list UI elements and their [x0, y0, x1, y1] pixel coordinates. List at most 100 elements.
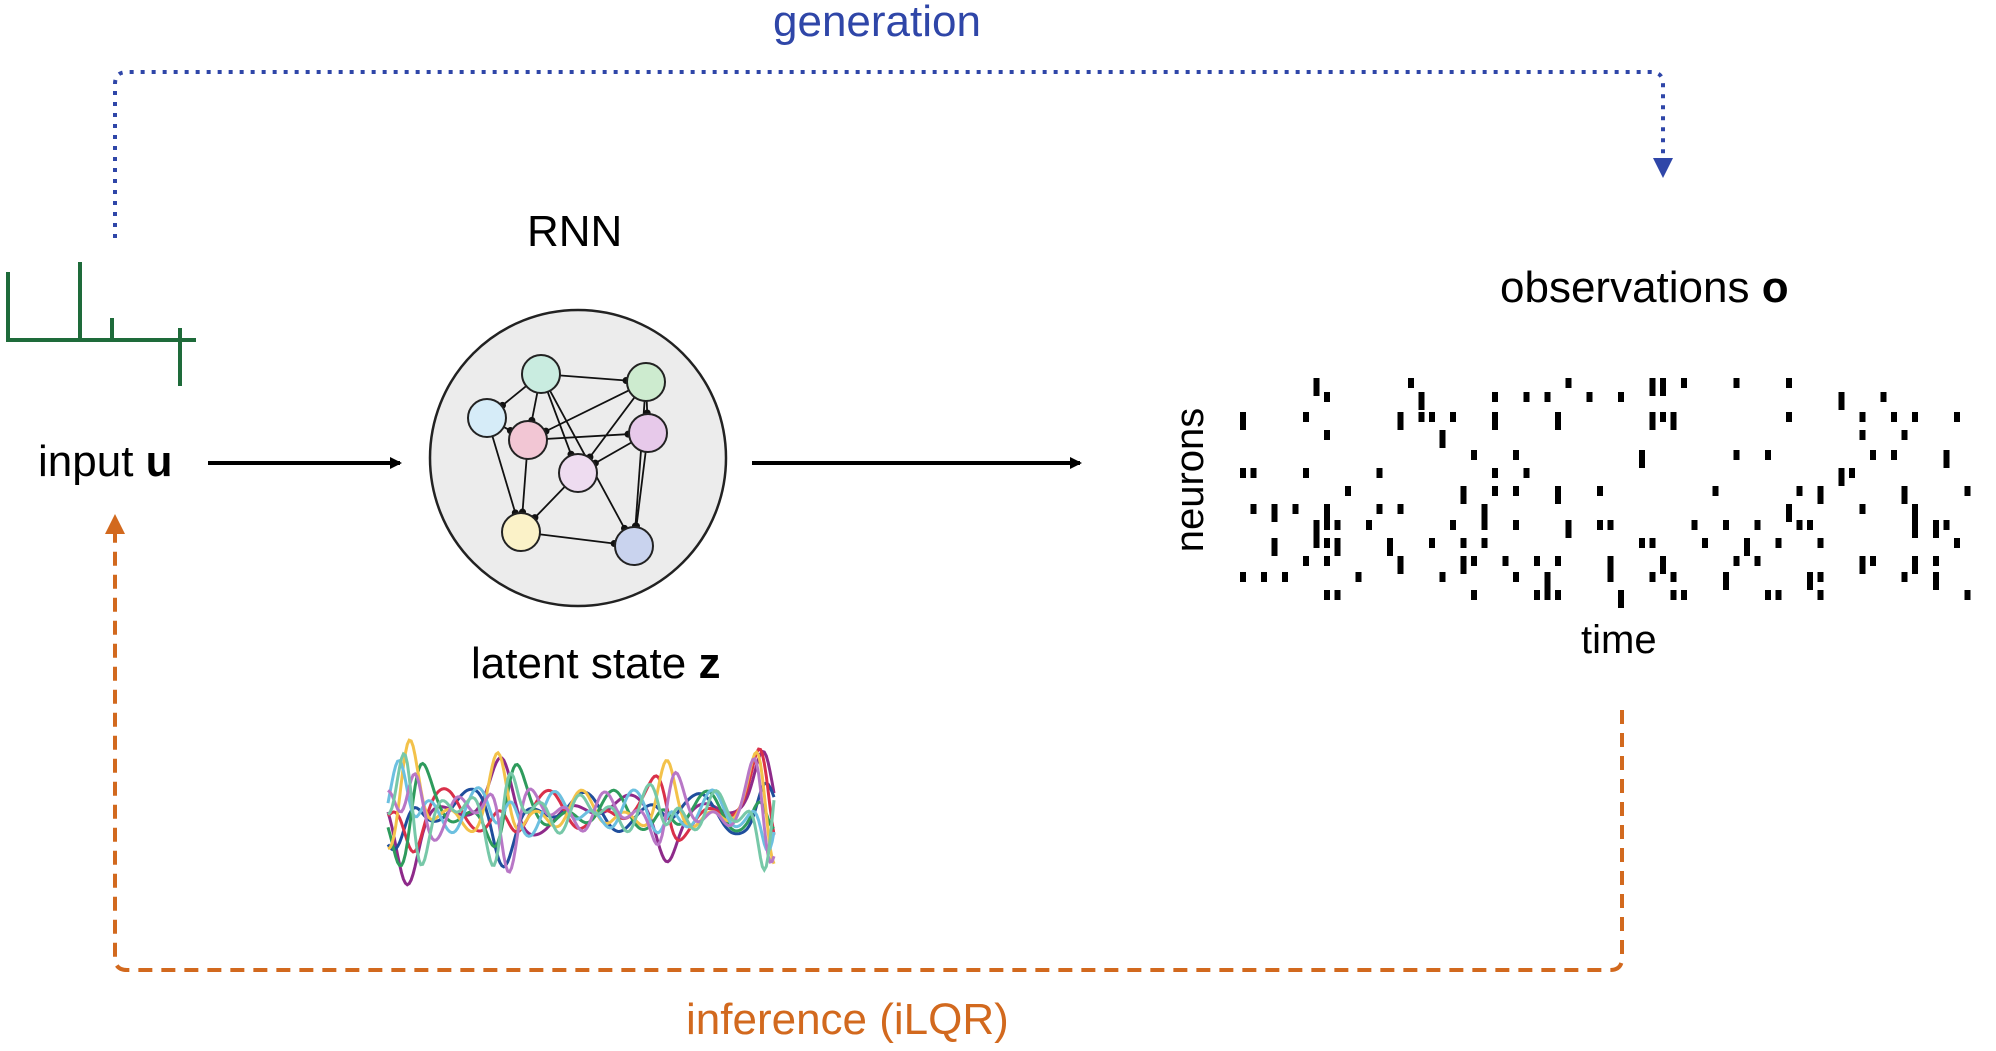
spike [1408, 378, 1414, 388]
spike [1775, 590, 1782, 600]
spike [1250, 468, 1257, 478]
spike [1891, 412, 1897, 422]
spike [1240, 572, 1246, 582]
spike [1838, 468, 1845, 486]
spike [1786, 378, 1792, 388]
rnn-node-teal-top [521, 354, 561, 394]
spike [1817, 572, 1824, 582]
spike [1618, 392, 1624, 402]
latent-trace [387, 756, 776, 874]
spike [1240, 412, 1246, 430]
spike [1366, 520, 1372, 530]
rnn-node-lilac-center [558, 453, 598, 493]
spike [1471, 450, 1477, 460]
latent-trace [386, 751, 776, 874]
spike [1513, 486, 1519, 496]
spike [1429, 412, 1435, 422]
spike [1544, 572, 1551, 590]
spike [1460, 486, 1467, 504]
spike [1523, 468, 1530, 478]
spike [1618, 590, 1624, 608]
spike [1450, 520, 1456, 530]
spike [1723, 520, 1729, 530]
spike [1691, 520, 1698, 530]
spike [1912, 504, 1918, 522]
spike [1429, 538, 1435, 548]
spike [1397, 504, 1404, 514]
spike [1303, 556, 1309, 566]
spike [1303, 412, 1309, 422]
spike [1754, 556, 1761, 566]
spike [1292, 504, 1299, 514]
spike [1786, 412, 1792, 422]
spike [1324, 556, 1330, 566]
spike [1376, 504, 1383, 514]
spike [1744, 538, 1750, 556]
spike [1754, 520, 1761, 530]
spike [1901, 572, 1908, 582]
spike [1597, 520, 1603, 530]
spike [1534, 590, 1540, 600]
spike [1681, 378, 1687, 388]
spike [1912, 412, 1918, 422]
spike [1261, 572, 1267, 582]
spike [1460, 538, 1467, 548]
spike [1345, 486, 1351, 496]
spike [1933, 520, 1939, 538]
spike [1450, 412, 1456, 422]
spike [1649, 572, 1656, 582]
spike [1880, 392, 1887, 402]
spike [1418, 412, 1425, 422]
spike [1513, 520, 1519, 530]
spike [1733, 556, 1740, 566]
spike [1513, 572, 1519, 582]
rnn-node-yellow [501, 512, 541, 552]
spike [1481, 520, 1488, 530]
spike [1891, 450, 1897, 460]
spike [1513, 450, 1519, 460]
spike [1555, 590, 1561, 600]
spike [1639, 450, 1645, 468]
observations-label: observations o [1500, 263, 1789, 312]
spike [1817, 590, 1824, 600]
spike [1565, 378, 1572, 388]
spike [1544, 392, 1551, 402]
spike [1313, 538, 1320, 548]
spike [1313, 520, 1320, 538]
rnn-node-slate [614, 526, 654, 566]
spike [1565, 520, 1572, 538]
spike [1607, 520, 1614, 530]
neurons-axis-label: neurons [1168, 407, 1212, 553]
inference-label: inference (iLQR) [686, 995, 1009, 1044]
spike [1607, 556, 1614, 574]
spike [1355, 572, 1362, 582]
input-trace [6, 262, 196, 386]
input-label: input u [38, 437, 173, 486]
spike [1271, 538, 1278, 556]
spike [1439, 430, 1446, 448]
spike [1859, 556, 1866, 574]
spike [1933, 572, 1939, 590]
spike [1481, 538, 1488, 548]
spike [1859, 430, 1866, 440]
spike [1334, 590, 1341, 600]
spike [1397, 556, 1404, 574]
time-axis-label: time [1581, 618, 1657, 662]
spike [1282, 572, 1288, 582]
spike [1492, 486, 1498, 496]
spike [1607, 572, 1614, 582]
spike [1649, 538, 1656, 548]
spike [1901, 430, 1908, 440]
spike [1555, 486, 1561, 504]
spike [1796, 486, 1803, 496]
spike [1460, 556, 1467, 574]
spike [1912, 520, 1918, 538]
spike [1492, 468, 1498, 478]
spike [1250, 504, 1257, 514]
spike [1723, 572, 1729, 590]
spike [1324, 430, 1330, 440]
spike [1954, 412, 1960, 422]
spike [1324, 590, 1330, 600]
spike [1471, 556, 1477, 566]
spike [1523, 392, 1530, 402]
